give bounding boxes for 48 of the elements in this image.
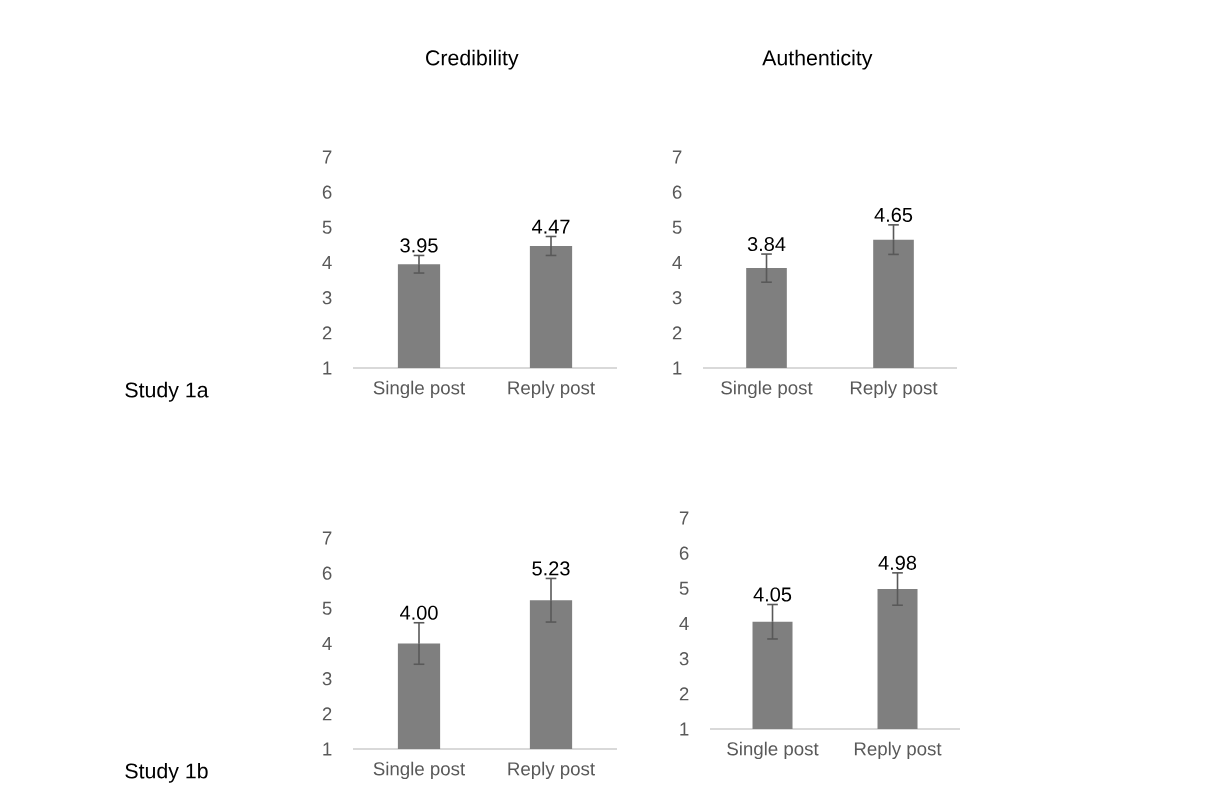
x-tick-label: Single post [373, 761, 466, 780]
x-tick-label: Single post [721, 380, 813, 399]
y-tick-label: 5 [672, 220, 682, 234]
y-tick-label: 6 [679, 546, 689, 560]
y-tick-label: 1 [673, 361, 682, 375]
y-tick-label: 7 [322, 531, 332, 545]
y-tick-label: 5 [322, 601, 332, 615]
data-label: 4.98 [878, 555, 917, 570]
y-tick-label: 4 [672, 256, 682, 269]
data-label: 5.23 [532, 561, 570, 576]
y-tick-label: 7 [672, 150, 682, 164]
y-tick-label: 2 [322, 707, 332, 721]
chart-title: Credibility [426, 49, 519, 70]
y-tick-label: 5 [322, 220, 332, 234]
y-tick-label: 1 [323, 742, 332, 756]
y-tick-label: 4 [322, 637, 332, 650]
x-tick-label: Single post [373, 380, 466, 399]
y-tick-label: 6 [322, 185, 332, 199]
x-tick-label: Reply post [508, 761, 595, 780]
data-label: 4.47 [532, 219, 570, 234]
x-tick-label: Reply post [850, 380, 938, 399]
y-tick-label: 3 [322, 291, 332, 305]
data-label: 4.65 [874, 207, 913, 222]
x-tick-label: Single post [727, 741, 819, 760]
y-tick-label: 3 [679, 652, 689, 666]
chart-title: Authenticity [762, 49, 873, 70]
data-label: 3.95 [400, 238, 438, 253]
y-tick-label: 3 [322, 672, 332, 686]
y-tick-label: 1 [680, 722, 689, 736]
y-tick-label: 1 [323, 361, 332, 375]
y-tick-label: 2 [679, 687, 689, 701]
x-tick-label: Reply post [508, 380, 595, 399]
x-tick-label: Reply post [854, 741, 942, 760]
y-tick-label: 3 [672, 291, 682, 305]
y-tick-label: 4 [322, 256, 332, 269]
y-tick-label: 7 [322, 150, 332, 164]
data-label: 4.00 [400, 605, 438, 620]
y-tick-label: 6 [322, 566, 332, 580]
text: Study 1a [125, 381, 209, 402]
y-tick-label: 5 [679, 581, 689, 595]
y-tick-label: 2 [672, 326, 682, 340]
text: Study 1b [125, 762, 208, 783]
data-label: 3.84 [747, 236, 786, 252]
y-tick-label: 2 [322, 326, 332, 340]
data-label: 4.05 [753, 587, 792, 602]
y-tick-label: 7 [679, 511, 689, 525]
y-tick-label: 4 [679, 617, 689, 630]
y-tick-label: 6 [672, 185, 682, 199]
